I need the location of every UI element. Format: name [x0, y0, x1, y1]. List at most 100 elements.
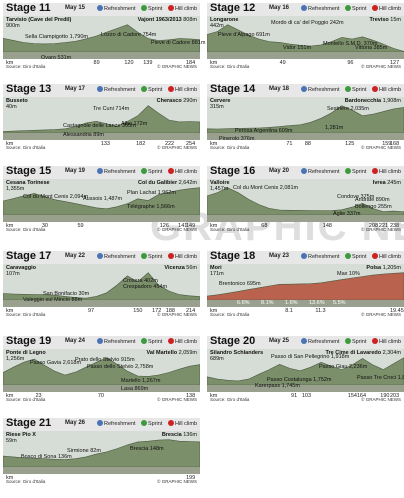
- stage-panel-s19: Stage 19 May 24 Refreshment Sprint Hill clim…: [3, 335, 200, 402]
- refresh-icon: [301, 253, 307, 259]
- climb-label: Pinerolo 376m: [219, 136, 255, 142]
- km-tick: 199: [186, 475, 196, 481]
- km-tick: 133: [100, 141, 110, 147]
- source-note: Source: Giro d'Italia: [6, 145, 46, 150]
- stage-header: Stage 17 May 22 Refreshment Sprint Hill clim…: [3, 250, 200, 264]
- profile-base: [3, 133, 200, 140]
- climb-label: Andrate 890m: [355, 197, 390, 203]
- climb-label: Tre Cuni 714m: [93, 106, 130, 112]
- stage-date: May 24: [65, 338, 86, 344]
- climb-label: Castagnole delle Lanze 305m: [63, 123, 136, 129]
- climb-label: Col du Mont Cenis 2,094m: [23, 194, 89, 200]
- km-tick: 254: [186, 141, 196, 147]
- climb-label: Martello 1,267m: [121, 378, 161, 384]
- legend-refresh: Refreshment: [301, 86, 340, 93]
- km-tick: 19.45: [390, 308, 404, 314]
- km-label: km: [210, 223, 218, 229]
- km-tick: 214: [186, 308, 196, 314]
- profile-area: [3, 272, 200, 301]
- legend-sprint: Sprint: [345, 253, 366, 260]
- sprint-icon: [141, 168, 147, 174]
- sprint-icon: [345, 5, 351, 11]
- stage-panel-s12: Stage 12 May 16 Refreshment Sprint Hill clim…: [207, 2, 404, 69]
- credit-note: © GRAPHIC NEWS: [361, 312, 401, 317]
- km-label: km: [6, 223, 14, 229]
- stage-panel-s14: Stage 14 May 18 Refreshment Sprint Hill clim…: [207, 83, 404, 150]
- km-tick: 89: [93, 60, 100, 66]
- start-label: Cervere 315m: [210, 98, 231, 110]
- stage-date: May 23: [269, 253, 290, 259]
- climb-label: Condove 375m: [337, 194, 375, 200]
- climb-label: Aussois 1,487m: [83, 196, 123, 202]
- stage-header: Stage 14 May 18 Refreshment Sprint Hill clim…: [207, 83, 404, 97]
- km-tick: 11.3: [315, 308, 326, 314]
- climb-label: Lasa 869m: [121, 386, 149, 392]
- climb-label: Mordo di ca' del Poggio 242m: [271, 20, 344, 26]
- km-tick: 238: [390, 223, 400, 229]
- legend-hill: Hill climb: [168, 86, 197, 93]
- elevation-profile: [207, 349, 404, 392]
- km-tick: 120: [124, 60, 134, 66]
- elevation-profile: [3, 179, 200, 222]
- legend-sprint: Sprint: [345, 5, 366, 12]
- refresh-icon: [97, 5, 103, 11]
- profile-base: [207, 52, 404, 59]
- start-label: Mori 171m: [210, 265, 224, 277]
- km-label: km: [6, 308, 14, 314]
- finish-label: Vajont 1963/2013 808m: [137, 17, 197, 23]
- gradient-label: 5.5%: [333, 300, 346, 306]
- profile-base: [3, 300, 200, 307]
- stage-panel-s20: Stage 20 May 25 Refreshment Sprint Hill clim…: [207, 335, 404, 402]
- profile-base: [3, 215, 200, 222]
- elevation-profile: [207, 264, 404, 307]
- stage-title: Stage 13: [6, 83, 52, 95]
- hill-icon: [168, 86, 174, 92]
- source-note: Source: Giro d'Italia: [6, 479, 46, 484]
- legend-sprint: Sprint: [141, 253, 162, 260]
- profile-area: [3, 24, 200, 53]
- climb-label: Sella Ciampigotto 1,790m: [25, 34, 88, 40]
- km-tick: 150: [133, 308, 143, 314]
- km-tick: 49: [279, 60, 286, 66]
- stage-date: May 20: [269, 168, 290, 174]
- profile-base: [3, 385, 200, 392]
- source-note: Source: Giro d'Italia: [210, 397, 250, 402]
- source-note: Source: Giro d'Italia: [210, 145, 250, 150]
- climb-label: Passo Costalunga 1,752m: [267, 377, 332, 383]
- credit-note: © GRAPHIC NEWS: [157, 397, 197, 402]
- legend-refresh: Refreshment: [97, 168, 136, 175]
- elevation-profile: [3, 97, 200, 140]
- stage-panel-s17: Stage 17 May 22 Refreshment Sprint Hill clim…: [3, 250, 200, 317]
- elevation-profile: [207, 179, 404, 222]
- km-tick: 172: [152, 308, 162, 314]
- km-label: km: [210, 60, 218, 66]
- start-label: Cesana Torinese 1,355m: [6, 180, 50, 192]
- climb-label: 1,281m: [325, 125, 344, 131]
- legend-sprint: Sprint: [141, 86, 162, 93]
- climb-label: San Bonifacio 30m: [43, 291, 90, 297]
- climb-label: Alba 172m: [121, 121, 148, 127]
- credit-note: © GRAPHIC NEWS: [361, 145, 401, 150]
- elevation-profile: [207, 97, 404, 140]
- source-note: Source: Giro d'Italia: [6, 64, 46, 69]
- finish-label: Ivrea 245m: [372, 180, 401, 186]
- legend-hill: Hill climb: [168, 168, 197, 175]
- km-tick: 59: [77, 223, 84, 229]
- km-label: km: [6, 475, 14, 481]
- stage-panel-s16: Stage 16 May 20 Refreshment Sprint Hill clim…: [207, 165, 404, 232]
- credit-note: © GRAPHIC NEWS: [157, 227, 197, 232]
- km-label: km: [210, 141, 218, 147]
- credit-note: © GRAPHIC NEWS: [361, 397, 401, 402]
- km-tick: 103: [301, 393, 312, 399]
- legend-refresh: Refreshment: [301, 253, 340, 260]
- elevation-profile: [3, 16, 200, 59]
- climb-label: Pieve d'Alpago 691m: [218, 32, 270, 38]
- km-tick: 127: [390, 60, 400, 66]
- hill-icon: [372, 5, 378, 11]
- stage-date: May 16: [269, 5, 290, 11]
- km-tick: 71: [286, 141, 293, 147]
- source-note: Source: Giro d'Italia: [6, 227, 46, 232]
- legend-sprint: Sprint: [345, 168, 366, 175]
- stage-panel-s13: Stage 13 May 17 Refreshment Sprint Hill clim…: [3, 83, 200, 150]
- legend-refresh: Refreshment: [97, 86, 136, 93]
